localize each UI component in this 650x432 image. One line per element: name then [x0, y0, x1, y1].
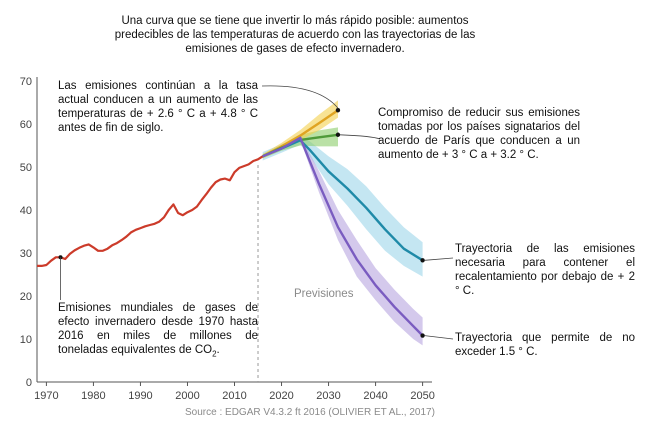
- annotation-historical-subscript: 2: [212, 349, 217, 359]
- band-paris-pledges: [262, 127, 338, 159]
- y-tick-label: 30: [20, 248, 32, 260]
- annotation-two-degrees: Trayectoria de las emisiones necesaria p…: [455, 243, 635, 297]
- annotation-current-rate: Las emisiones continúan a la tasa actual…: [58, 80, 258, 134]
- endpoint-marker-two-degrees: [420, 258, 425, 263]
- endpoint-marker-paris-pledges: [335, 132, 341, 137]
- x-tick-label: 2010: [222, 390, 246, 402]
- band-two-degrees: [262, 136, 423, 277]
- series-line-historical: [37, 155, 264, 267]
- y-tick-label: 60: [20, 119, 32, 131]
- x-tick-label: 2040: [363, 390, 387, 402]
- leader-current-rate: [261, 85, 339, 109]
- x-tick-label: 2030: [316, 390, 340, 402]
- series-line-one-point-five: [262, 136, 424, 337]
- y-tick-label: 10: [20, 334, 32, 346]
- leader-two-degrees: [424, 257, 454, 261]
- leader-paris-pledges: [339, 134, 381, 140]
- annotation-historical-text: Emisiones mundiales de gases de efecto i…: [58, 302, 258, 356]
- x-tick-label: 1980: [81, 390, 105, 402]
- endpoint-marker-one-point-five: [420, 333, 425, 338]
- y-tick-label: 40: [20, 205, 32, 217]
- y-tick-label: 20: [20, 291, 32, 303]
- y-tick-label: 0: [26, 377, 32, 389]
- x-tick-label: 1970: [34, 390, 58, 402]
- endpoint-marker-current-rate: [335, 108, 341, 113]
- annotation-historical-end: .: [216, 344, 220, 356]
- x-tick-label: 2020: [269, 390, 293, 402]
- band-current-rate: [262, 100, 338, 159]
- x-tick-label: 2000: [175, 390, 199, 402]
- y-tick-label: 70: [20, 76, 32, 88]
- forecast-label: Previsiones: [294, 288, 354, 300]
- annotation-one-point-five: Trayectoria que permite de no exceder 1.…: [455, 332, 635, 358]
- source-note: Source : EDGAR V4.3.2 ft 2016 (OLIVIER E…: [185, 407, 435, 418]
- leader-one-point-five: [424, 335, 454, 340]
- x-tick-label: 2050: [410, 390, 434, 402]
- y-tick-label: 50: [20, 162, 32, 174]
- x-tick-label: 1990: [128, 390, 152, 402]
- annotation-historical: Emisiones mundiales de gases de efecto i…: [58, 301, 258, 359]
- chart-title: Una curva que se tiene que invertir lo m…: [114, 15, 476, 55]
- annotation-paris-pledges: Compromiso de reducir sus emisiones toma…: [378, 107, 580, 161]
